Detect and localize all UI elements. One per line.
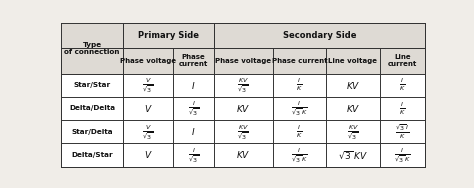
Bar [61, 74, 425, 97]
Bar [123, 24, 214, 48]
Text: Phase voltage: Phase voltage [215, 58, 272, 64]
Text: Primary Side: Primary Side [138, 31, 199, 40]
Text: Star/Delta: Star/Delta [71, 129, 113, 135]
Text: $\frac{\sqrt{3}\,I}{K}$: $\frac{\sqrt{3}\,I}{K}$ [395, 123, 410, 141]
Text: $KV$: $KV$ [236, 103, 251, 114]
Text: $V$: $V$ [144, 149, 152, 161]
Text: Line
current: Line current [388, 55, 417, 67]
Bar [61, 143, 425, 167]
Text: $\frac{I}{K}$: $\frac{I}{K}$ [399, 77, 405, 93]
Bar [61, 97, 425, 120]
Bar [62, 24, 123, 48]
Text: Phase current: Phase current [272, 58, 327, 64]
Text: $\frac{I}{K}$: $\frac{I}{K}$ [399, 100, 405, 117]
Bar [61, 120, 425, 143]
Text: $I$: $I$ [191, 126, 196, 137]
Text: $\frac{I}{\sqrt{3}}$: $\frac{I}{\sqrt{3}}$ [188, 146, 200, 164]
Bar [214, 23, 425, 49]
Text: $\sqrt{3}\,KV$: $\sqrt{3}\,KV$ [338, 149, 368, 161]
Text: $I$: $I$ [191, 80, 196, 91]
Bar [61, 23, 425, 49]
Text: $\frac{KV}{\sqrt{3}}$: $\frac{KV}{\sqrt{3}}$ [237, 123, 249, 140]
Text: $\frac{I}{K}$: $\frac{I}{K}$ [296, 123, 303, 140]
Bar [123, 23, 214, 49]
Text: $\frac{KV}{\sqrt{3}}$: $\frac{KV}{\sqrt{3}}$ [237, 76, 249, 94]
Text: $\frac{V}{\sqrt{3}}$: $\frac{V}{\sqrt{3}}$ [142, 76, 154, 94]
Text: $\frac{I}{\sqrt{3}\,K}$: $\frac{I}{\sqrt{3}\,K}$ [291, 146, 308, 164]
Text: $KV$: $KV$ [346, 80, 360, 91]
Text: Phase
current: Phase current [179, 55, 208, 67]
Text: $\frac{I}{\sqrt{3}\,K}$: $\frac{I}{\sqrt{3}\,K}$ [291, 100, 308, 117]
Text: $\frac{I}{K}$: $\frac{I}{K}$ [296, 77, 303, 93]
Text: Phase voltage: Phase voltage [120, 58, 176, 64]
Text: $V$: $V$ [144, 103, 152, 114]
Text: $KV$: $KV$ [346, 103, 360, 114]
Bar [61, 49, 425, 74]
Text: Line voltage: Line voltage [328, 58, 377, 64]
Text: $\frac{I}{\sqrt{3}}$: $\frac{I}{\sqrt{3}}$ [188, 100, 200, 117]
Bar [61, 23, 123, 74]
Text: Delta/Delta: Delta/Delta [69, 105, 115, 111]
Text: Type
of connection: Type of connection [64, 42, 120, 55]
Text: $\frac{KV}{\sqrt{3}}$: $\frac{KV}{\sqrt{3}}$ [347, 123, 359, 140]
Text: Star/Star: Star/Star [73, 82, 110, 88]
Text: $KV$: $KV$ [236, 149, 251, 161]
Bar [214, 24, 424, 48]
Text: Secondary Side: Secondary Side [283, 31, 356, 40]
Text: Delta/Star: Delta/Star [71, 152, 113, 158]
Text: $\frac{I}{\sqrt{3}\,K}$: $\frac{I}{\sqrt{3}\,K}$ [393, 146, 411, 164]
Text: $\frac{V}{\sqrt{3}}$: $\frac{V}{\sqrt{3}}$ [142, 123, 154, 140]
